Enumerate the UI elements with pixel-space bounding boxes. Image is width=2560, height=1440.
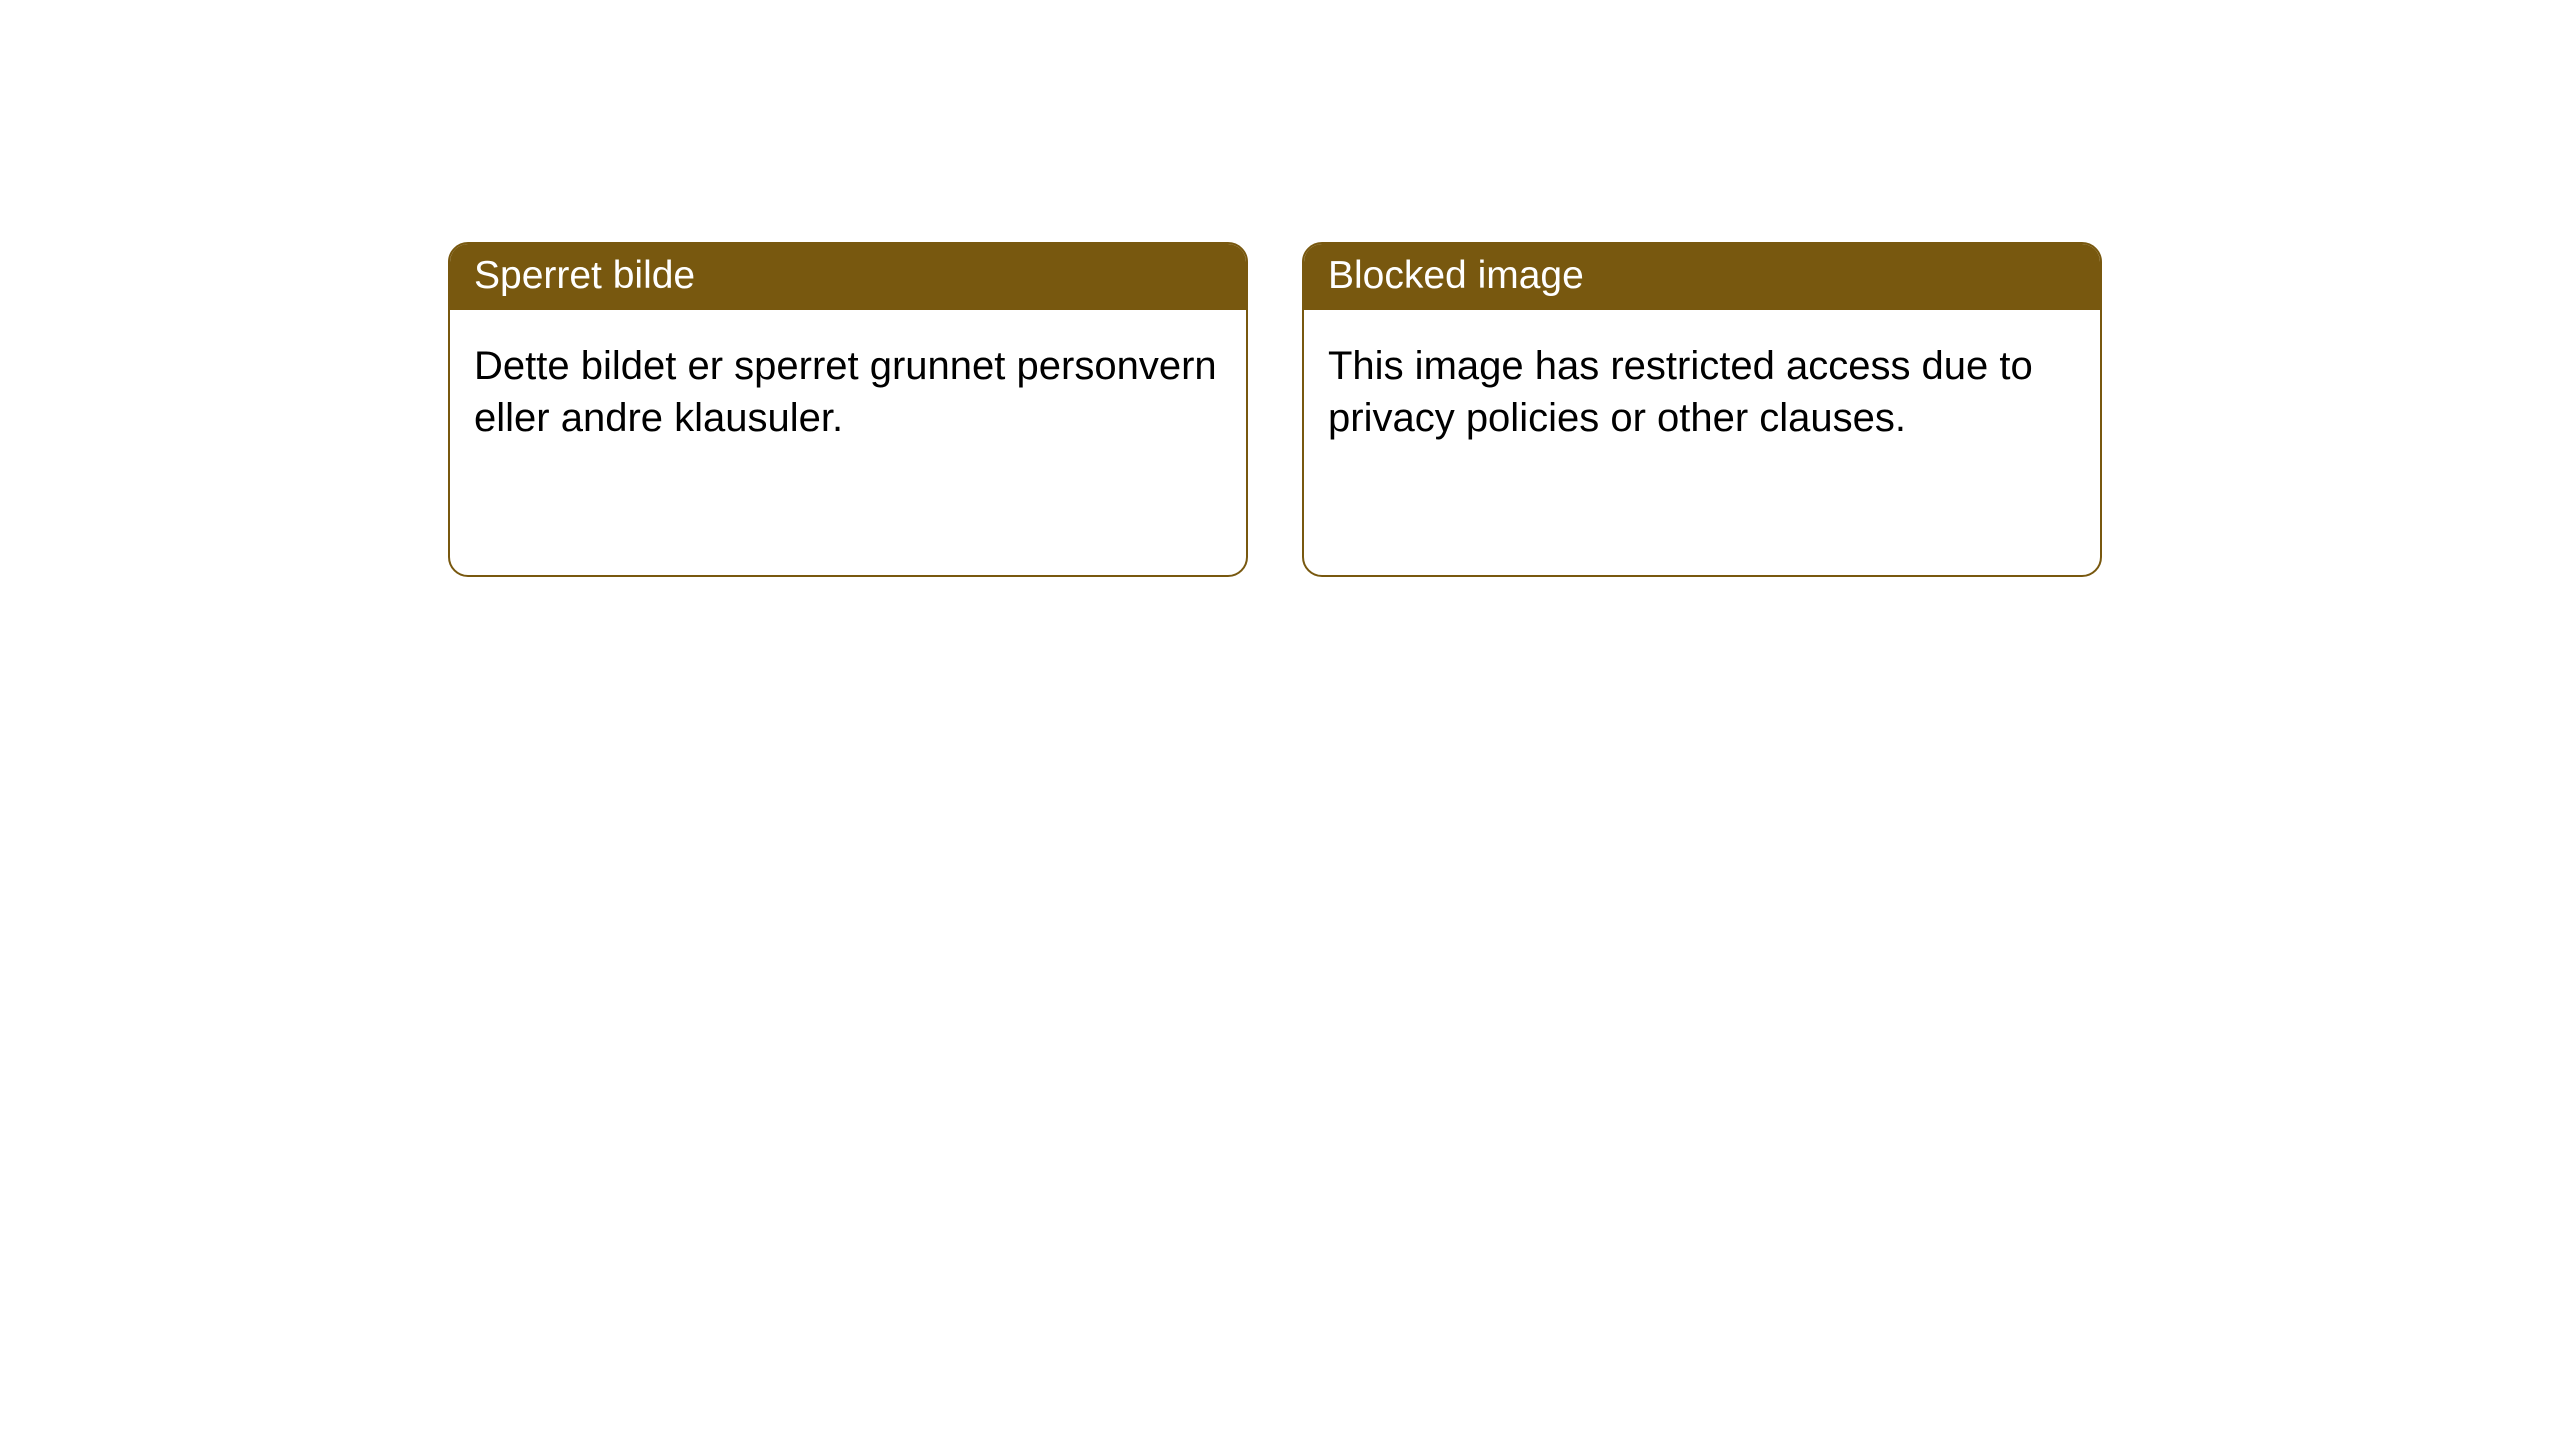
card-title-english: Blocked image	[1328, 254, 1584, 297]
card-header-english: Blocked image	[1304, 244, 2100, 310]
card-body-english: This image has restricted access due to …	[1304, 310, 2100, 468]
card-norwegian: Sperret bilde Dette bildet er sperret gr…	[448, 242, 1248, 577]
card-body-norwegian: Dette bildet er sperret grunnet personve…	[450, 310, 1246, 468]
cards-container: Sperret bilde Dette bildet er sperret gr…	[448, 242, 2102, 577]
card-title-norwegian: Sperret bilde	[474, 254, 695, 297]
card-text-norwegian: Dette bildet er sperret grunnet personve…	[474, 344, 1217, 440]
card-text-english: This image has restricted access due to …	[1328, 344, 2033, 440]
card-header-norwegian: Sperret bilde	[450, 244, 1246, 310]
card-english: Blocked image This image has restricted …	[1302, 242, 2102, 577]
